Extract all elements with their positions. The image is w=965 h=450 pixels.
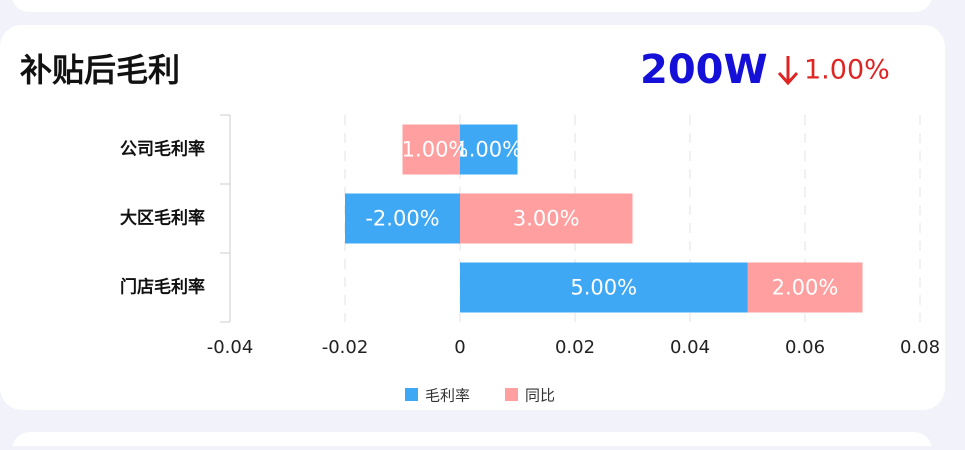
down-arrow	[777, 56, 799, 86]
legend-label: 毛利率	[425, 387, 470, 405]
value-label: -1.00%	[394, 138, 468, 162]
y-tick-label: 大区毛利率	[120, 208, 205, 229]
bar	[402, 124, 460, 175]
x-tick-label: 0.04	[670, 337, 710, 358]
card-above	[12, 0, 932, 12]
legend-swatch	[505, 388, 518, 401]
x-tick-label: -0.04	[207, 337, 254, 358]
bar	[460, 124, 518, 175]
value-label: 3.00%	[513, 207, 580, 231]
bar	[460, 262, 748, 313]
bar	[747, 262, 863, 313]
kpi-value: 200W	[640, 47, 768, 93]
bar	[345, 193, 460, 244]
y-tick-label: 公司毛利率	[120, 139, 205, 160]
card-below	[12, 432, 932, 450]
value-label: -2.00%	[365, 207, 439, 231]
value-label: 2.00%	[772, 276, 839, 300]
x-tick-label: 0.06	[785, 337, 825, 358]
legend-swatch	[405, 388, 418, 401]
x-tick-label: -0.02	[322, 337, 369, 358]
bar	[460, 193, 633, 244]
x-tick-label: 0.08	[900, 337, 940, 358]
legend-label: 同比	[525, 387, 555, 405]
x-tick-label: 0.02	[555, 337, 595, 358]
title: 补贴后毛利	[20, 51, 180, 89]
kpi-change: 1.00%	[804, 55, 890, 86]
y-tick-label: 门店毛利率	[120, 277, 205, 298]
value-label: 5.00%	[570, 276, 637, 300]
x-tick-label: 0	[454, 337, 465, 358]
value-label: 1.00%	[455, 138, 522, 162]
